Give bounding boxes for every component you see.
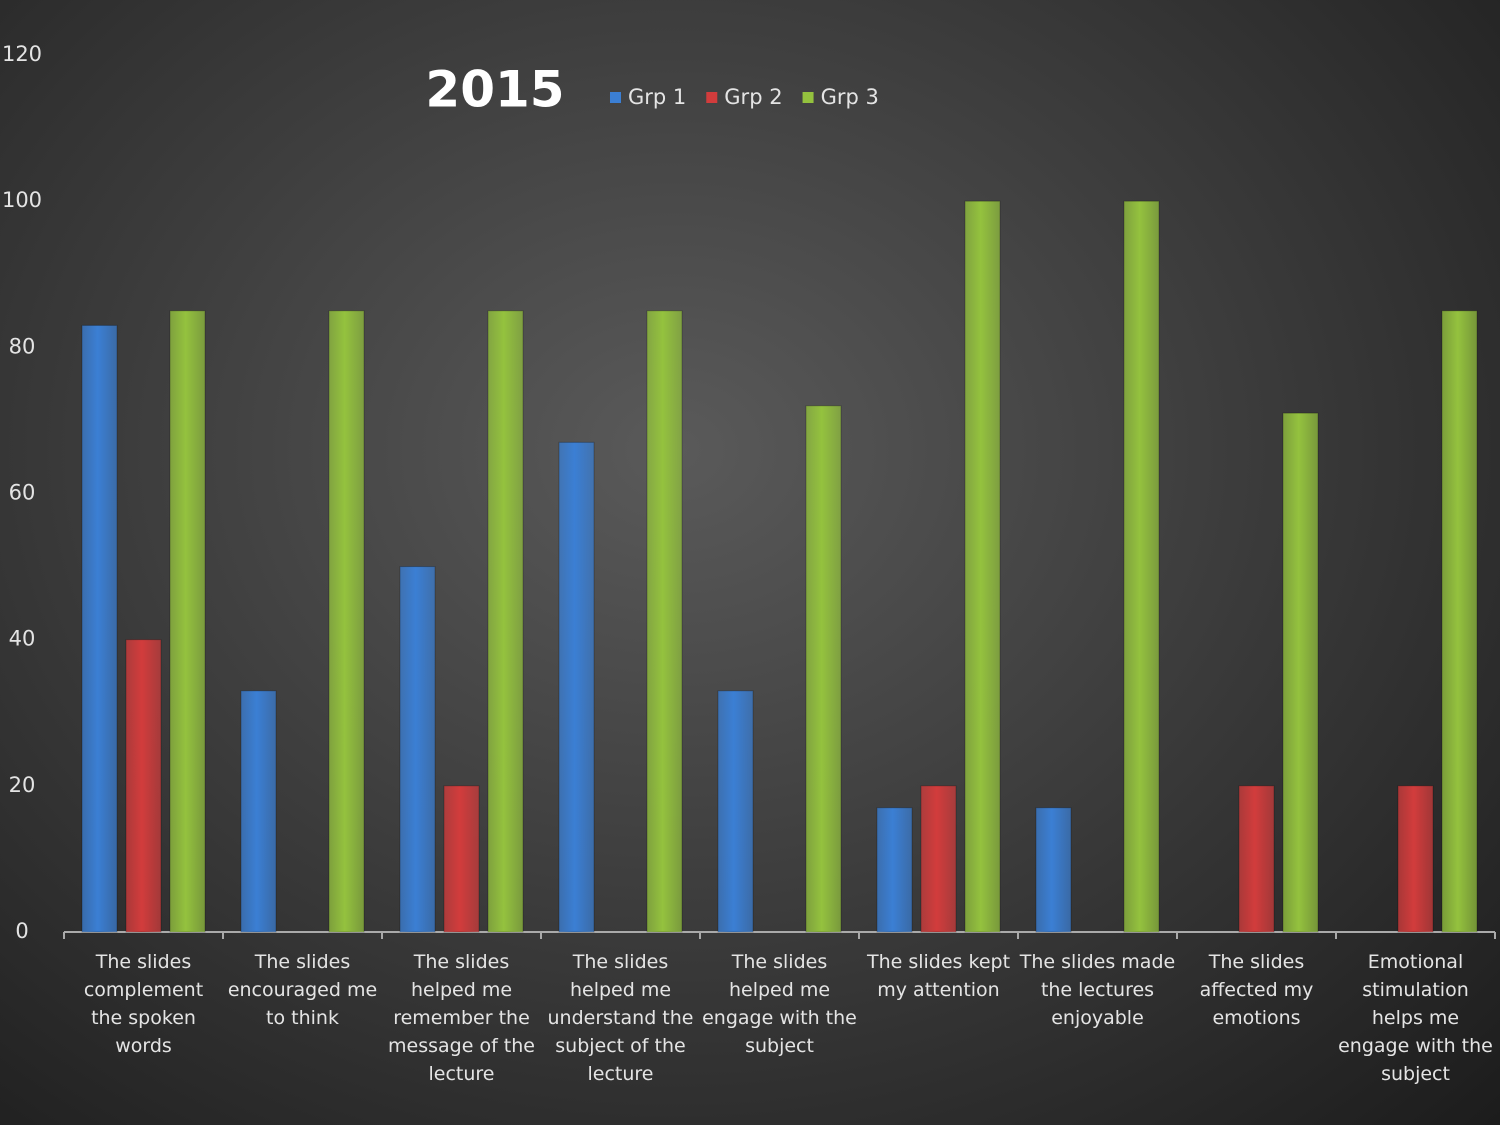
bar [1282, 412, 1319, 933]
bar [558, 441, 595, 933]
bar [876, 807, 913, 933]
bar [125, 639, 162, 933]
y-tick-label: 0 [15, 919, 28, 943]
chart-title: 2015 [425, 61, 564, 119]
bar [717, 690, 754, 933]
y-tick-label: 60 [9, 481, 36, 505]
legend-label: Grp 1 [628, 85, 686, 109]
y-tick-label: 80 [9, 334, 36, 358]
x-tick-label: The slides made the lectures enjoyable [1019, 951, 1176, 1029]
y-tick-label: 100 [2, 188, 42, 212]
x-tick-label: The slides helped me remember the messag… [388, 951, 535, 1085]
x-tick-label: The slides affected my emotions [1199, 951, 1314, 1029]
legend-swatch [802, 92, 814, 103]
x-tick-label: Emotional stimulation helps me engage wi… [1338, 951, 1493, 1085]
legend-swatch [610, 92, 621, 103]
bar [240, 690, 277, 933]
y-tick-label: 120 [2, 42, 42, 66]
y-tick-label: 20 [9, 773, 36, 797]
bar [487, 310, 524, 933]
bar [399, 566, 436, 933]
x-tick-label: The slides helped me understand the subj… [547, 951, 694, 1085]
bar [169, 310, 206, 933]
bar [1397, 785, 1434, 933]
legend-label: Grp 3 [821, 85, 879, 109]
bar [805, 405, 842, 933]
legend-label: Grp 2 [724, 85, 782, 109]
bar [1123, 200, 1160, 933]
bar [328, 310, 365, 933]
x-tick-label: The slides helped me engage with the sub… [702, 951, 857, 1057]
legend-swatch [706, 92, 718, 103]
y-tick-label: 40 [9, 627, 36, 651]
bar [1238, 785, 1275, 933]
bar [443, 785, 480, 933]
bar [81, 324, 118, 933]
bar [964, 200, 1001, 933]
bar [920, 785, 957, 933]
x-tick-label: The slides encouraged me to think [227, 951, 378, 1029]
bar [646, 310, 683, 933]
bar [1441, 310, 1478, 933]
x-tick-label: The slides kept my attention [866, 951, 1011, 1001]
bar [1035, 807, 1072, 933]
x-tick-label: The slides complement the spoken words [83, 951, 204, 1057]
